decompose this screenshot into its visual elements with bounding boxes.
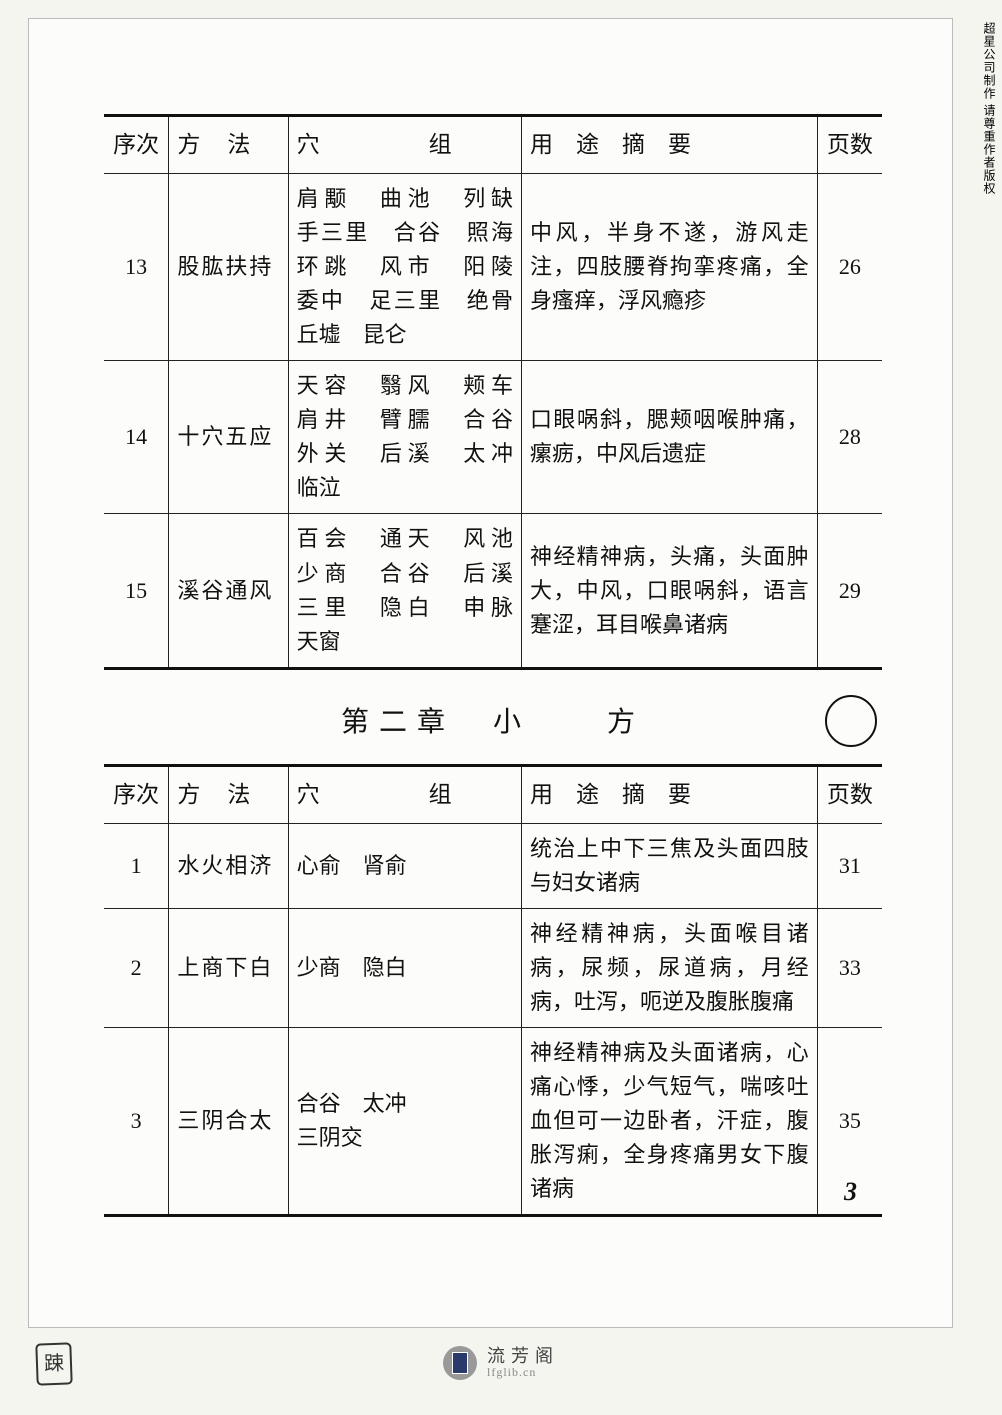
cell-method: 三阴合太 [169, 1027, 288, 1215]
book-icon [443, 1346, 477, 1380]
th-method: 方 法 [169, 116, 288, 174]
cell-usage: 神经精神病，头痛，头面肿大，中风，口眼㖞斜，语言蹇涩，耳目喉鼻诸病 [522, 514, 818, 668]
th-seq: 序次 [104, 116, 169, 174]
cell-method: 溪谷通风 [169, 514, 288, 668]
cell-method: 上商下白 [169, 908, 288, 1027]
cell-page: 28 [817, 361, 882, 514]
page-container: 序次 方 法 穴 组 用 途 摘 要 页数 13 股肱扶持 肩颙 曲池 列缺 手… [28, 18, 953, 1328]
th-page: 页数 [817, 765, 882, 823]
table-row: 1 水火相济 心俞 肾俞 统治上中下三焦及头面四肢与妇女诸病 31 [104, 823, 882, 908]
th-method: 方 法 [169, 765, 288, 823]
cell-usage: 神经精神病及头面诸病，心痛心悸，少气短气，喘咳吐血但可一边卧者，汗症，腹胀泻痢，… [522, 1027, 818, 1215]
table-row: 14 十穴五应 天容 翳风 颊车 肩井 臂臑 合谷 外关 后溪 太冲 临泣 口眼… [104, 361, 882, 514]
footer-text: 流芳阁 lfglib.cn [487, 1347, 559, 1380]
cell-page: 29 [817, 514, 882, 668]
chapter-title: 第二章 小 方 [104, 700, 882, 740]
page-number: 3 [844, 1177, 857, 1207]
footer-cn: 流芳阁 [487, 1347, 559, 1367]
cell-page: 26 [817, 173, 882, 360]
table-2: 序次 方 法 穴 组 用 途 摘 要 页数 1 水火相济 心俞 肾俞 统治上中下… [104, 764, 882, 1218]
cell-method: 水火相济 [169, 823, 288, 908]
cell-method: 十穴五应 [169, 361, 288, 514]
th-page: 页数 [817, 116, 882, 174]
cell-seq: 13 [104, 173, 169, 360]
cell-seq: 2 [104, 908, 169, 1027]
table-row: 13 股肱扶持 肩颙 曲池 列缺 手三里 合谷 照海 环跳 风市 阳陵 委中 足… [104, 173, 882, 360]
cell-usage: 统治上中下三焦及头面四肢与妇女诸病 [522, 823, 818, 908]
stamp-icon: 踈 [35, 1342, 72, 1385]
cell-group: 少商 隐白 [288, 908, 521, 1027]
table-row: 2 上商下白 少商 隐白 神经精神病，头面喉目诸病，尿频，尿道病，月经病，吐泻，… [104, 908, 882, 1027]
cell-group: 肩颙 曲池 列缺 手三里 合谷 照海 环跳 风市 阳陵 委中 足三里 绝骨 丘墟… [288, 173, 521, 360]
th-group: 穴 组 [288, 765, 521, 823]
table-1: 序次 方 法 穴 组 用 途 摘 要 页数 13 股肱扶持 肩颙 曲池 列缺 手… [104, 114, 882, 670]
th-usage: 用 途 摘 要 [522, 765, 818, 823]
th-seq: 序次 [104, 765, 169, 823]
circle-icon [825, 695, 877, 747]
cell-group: 心俞 肾俞 [288, 823, 521, 908]
footer-en: lfglib.cn [487, 1366, 559, 1379]
cell-page: 31 [817, 823, 882, 908]
cell-group: 合谷 太冲 三阴交 [288, 1027, 521, 1215]
cell-page: 33 [817, 908, 882, 1027]
cell-usage: 神经精神病，头面喉目诸病，尿频，尿道病，月经病，吐泻，呃逆及腹胀腹痛 [522, 908, 818, 1027]
cell-method: 股肱扶持 [169, 173, 288, 360]
chapter-title-text: 第二章 小 方 [341, 707, 645, 738]
footer-logo: 流芳阁 lfglib.cn [443, 1346, 559, 1380]
cell-usage: 中风，半身不遂，游风走注，四肢腰脊拘挛疼痛，全身瘙痒，浮风瘾疹 [522, 173, 818, 360]
cell-group: 百会 通天 风池 少商 合谷 后溪 三里 隐白 申脉 天窗 [288, 514, 521, 668]
cell-usage: 口眼㖞斜，腮颊咽喉肿痛，瘰疬，中风后遗症 [522, 361, 818, 514]
cell-seq: 14 [104, 361, 169, 514]
vertical-copyright-label: 超星公司制作 请尊重作者版权 [974, 22, 996, 195]
table-row: 15 溪谷通风 百会 通天 风池 少商 合谷 后溪 三里 隐白 申脉 天窗 神经… [104, 514, 882, 668]
th-group: 穴 组 [288, 116, 521, 174]
th-usage: 用 途 摘 要 [522, 116, 818, 174]
table-row: 3 三阴合太 合谷 太冲 三阴交 神经精神病及头面诸病，心痛心悸，少气短气，喘咳… [104, 1027, 882, 1215]
cell-seq: 1 [104, 823, 169, 908]
cell-seq: 15 [104, 514, 169, 668]
cell-group: 天容 翳风 颊车 肩井 臂臑 合谷 外关 后溪 太冲 临泣 [288, 361, 521, 514]
cell-seq: 3 [104, 1027, 169, 1215]
